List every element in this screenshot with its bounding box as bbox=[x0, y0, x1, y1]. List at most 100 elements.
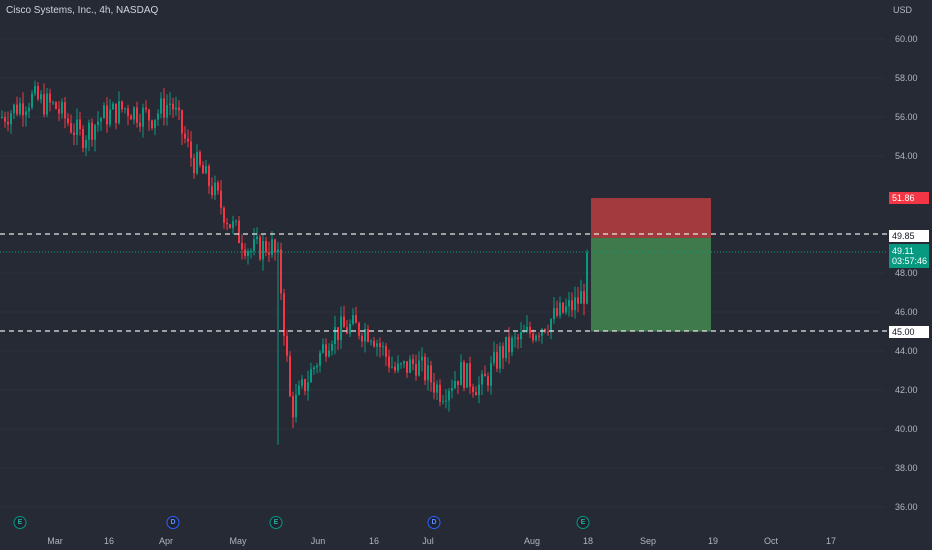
candle-body bbox=[112, 103, 114, 110]
candle-body bbox=[517, 337, 519, 340]
candle-body bbox=[109, 109, 111, 125]
candle-body bbox=[151, 120, 153, 129]
earnings-icon[interactable]: E bbox=[576, 516, 590, 529]
candle-body bbox=[187, 138, 189, 142]
date-tick: 19 bbox=[707, 536, 719, 546]
grid bbox=[0, 38, 885, 508]
candle-body bbox=[541, 328, 543, 336]
candle-body bbox=[292, 396, 294, 418]
candle-body bbox=[232, 221, 234, 228]
candle-body bbox=[43, 94, 45, 115]
candle-body bbox=[490, 363, 492, 386]
candle-body bbox=[244, 249, 246, 256]
candle-body bbox=[394, 366, 396, 371]
candle-body bbox=[415, 363, 417, 376]
candle-body bbox=[508, 336, 510, 353]
candle-body bbox=[211, 186, 213, 196]
candle-body bbox=[133, 107, 135, 120]
candle-body bbox=[106, 105, 108, 125]
candle-body bbox=[304, 379, 306, 391]
candle-body bbox=[373, 340, 375, 347]
candle-body bbox=[175, 107, 177, 110]
candle-body bbox=[310, 369, 312, 383]
candle-body bbox=[172, 103, 174, 110]
candle-body bbox=[301, 379, 303, 386]
candle-body bbox=[586, 252, 588, 304]
candle-body bbox=[67, 118, 69, 124]
dividend-icon[interactable]: D bbox=[427, 516, 441, 529]
candle-body bbox=[562, 302, 564, 313]
candle-body bbox=[433, 382, 435, 393]
candle-body bbox=[124, 108, 126, 110]
candle-body bbox=[61, 102, 63, 114]
candle-body bbox=[298, 385, 300, 395]
candle-body bbox=[544, 328, 546, 332]
candle-body bbox=[478, 384, 480, 396]
candle-body bbox=[271, 239, 273, 255]
candle-body bbox=[97, 121, 99, 125]
short-position-tool[interactable] bbox=[591, 198, 711, 332]
candle-body bbox=[58, 108, 60, 114]
candle-body bbox=[274, 239, 276, 253]
candle-body bbox=[85, 139, 87, 149]
candle-body bbox=[367, 328, 369, 342]
candle-body bbox=[229, 224, 231, 228]
date-tick: 16 bbox=[368, 536, 380, 546]
candle-body bbox=[100, 118, 102, 122]
earnings-icon[interactable]: E bbox=[269, 516, 283, 529]
candle-body bbox=[136, 107, 138, 123]
candle-body bbox=[364, 328, 366, 342]
candle-body bbox=[322, 344, 324, 353]
candle-body bbox=[19, 103, 21, 115]
earnings-icon[interactable]: E bbox=[13, 516, 27, 529]
candle-body bbox=[418, 360, 420, 376]
candle-body bbox=[40, 94, 42, 100]
candle-body bbox=[10, 113, 12, 125]
candle-body bbox=[82, 129, 84, 149]
candle-body bbox=[466, 363, 468, 388]
candle-body bbox=[184, 133, 186, 139]
candle-body bbox=[535, 335, 537, 341]
candle-body bbox=[178, 107, 180, 111]
candle-body bbox=[343, 316, 345, 328]
dividend-icon[interactable]: D bbox=[166, 516, 180, 529]
candle-body bbox=[583, 291, 585, 304]
candle-body bbox=[280, 249, 282, 294]
symbol-title[interactable]: Cisco Systems, Inc., 4h, NASDAQ bbox=[6, 5, 159, 16]
current-price-label: 49.11 03:57:46 bbox=[889, 244, 929, 268]
candle-body bbox=[202, 164, 204, 174]
date-tick: May bbox=[229, 536, 247, 546]
candle-body bbox=[223, 207, 225, 223]
price-tick: 38.00 bbox=[895, 463, 918, 473]
candle-body bbox=[307, 382, 309, 391]
candle-body bbox=[355, 315, 357, 324]
candle-body bbox=[559, 302, 561, 316]
candle-body bbox=[31, 93, 33, 108]
candle-body bbox=[391, 366, 393, 368]
candle-body bbox=[73, 132, 75, 136]
candle-body bbox=[484, 373, 486, 377]
candle-body bbox=[142, 107, 144, 127]
candle-body bbox=[235, 220, 237, 222]
candle-body bbox=[220, 190, 222, 208]
candle-body bbox=[250, 250, 252, 252]
stop-loss-zone bbox=[591, 198, 711, 238]
date-tick: 18 bbox=[582, 536, 594, 546]
candle-body bbox=[553, 308, 555, 319]
date-tick: Mar bbox=[47, 536, 63, 546]
candle-body bbox=[526, 326, 528, 332]
candle-body bbox=[241, 242, 243, 250]
candle-body bbox=[199, 151, 201, 165]
candle-body bbox=[457, 380, 459, 386]
candle-body bbox=[196, 151, 198, 174]
candle-body bbox=[445, 400, 447, 402]
candle-body bbox=[259, 236, 261, 260]
candle-body bbox=[370, 340, 372, 342]
candle-body bbox=[226, 222, 228, 225]
candle-body bbox=[379, 343, 381, 347]
candle-body bbox=[154, 119, 156, 129]
candle-body bbox=[493, 352, 495, 364]
candle-body bbox=[70, 123, 72, 133]
candle-body bbox=[514, 337, 516, 339]
